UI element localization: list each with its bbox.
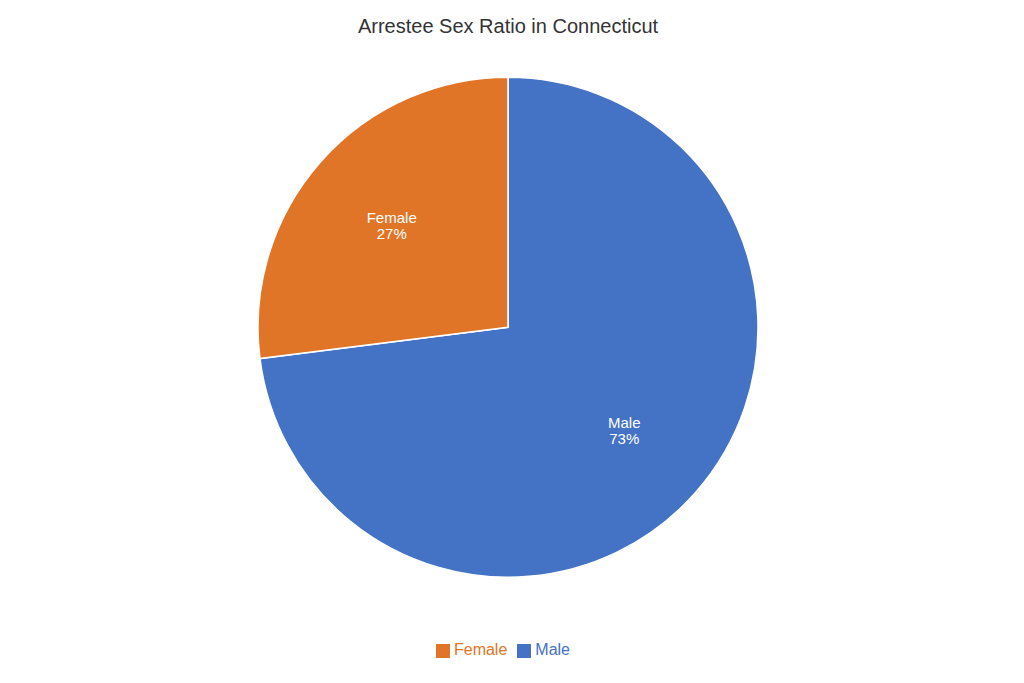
html-text:Female: Female [454,641,508,658]
svg-text:Male73%: Male73% [608,413,641,446]
svg-text:Female27%: Female27% [367,208,417,241]
html-text:Male: Male [535,641,570,658]
html-text:Arrestee Sex Ratio in Connecti: Arrestee Sex Ratio in Connecticut [357,15,659,37]
